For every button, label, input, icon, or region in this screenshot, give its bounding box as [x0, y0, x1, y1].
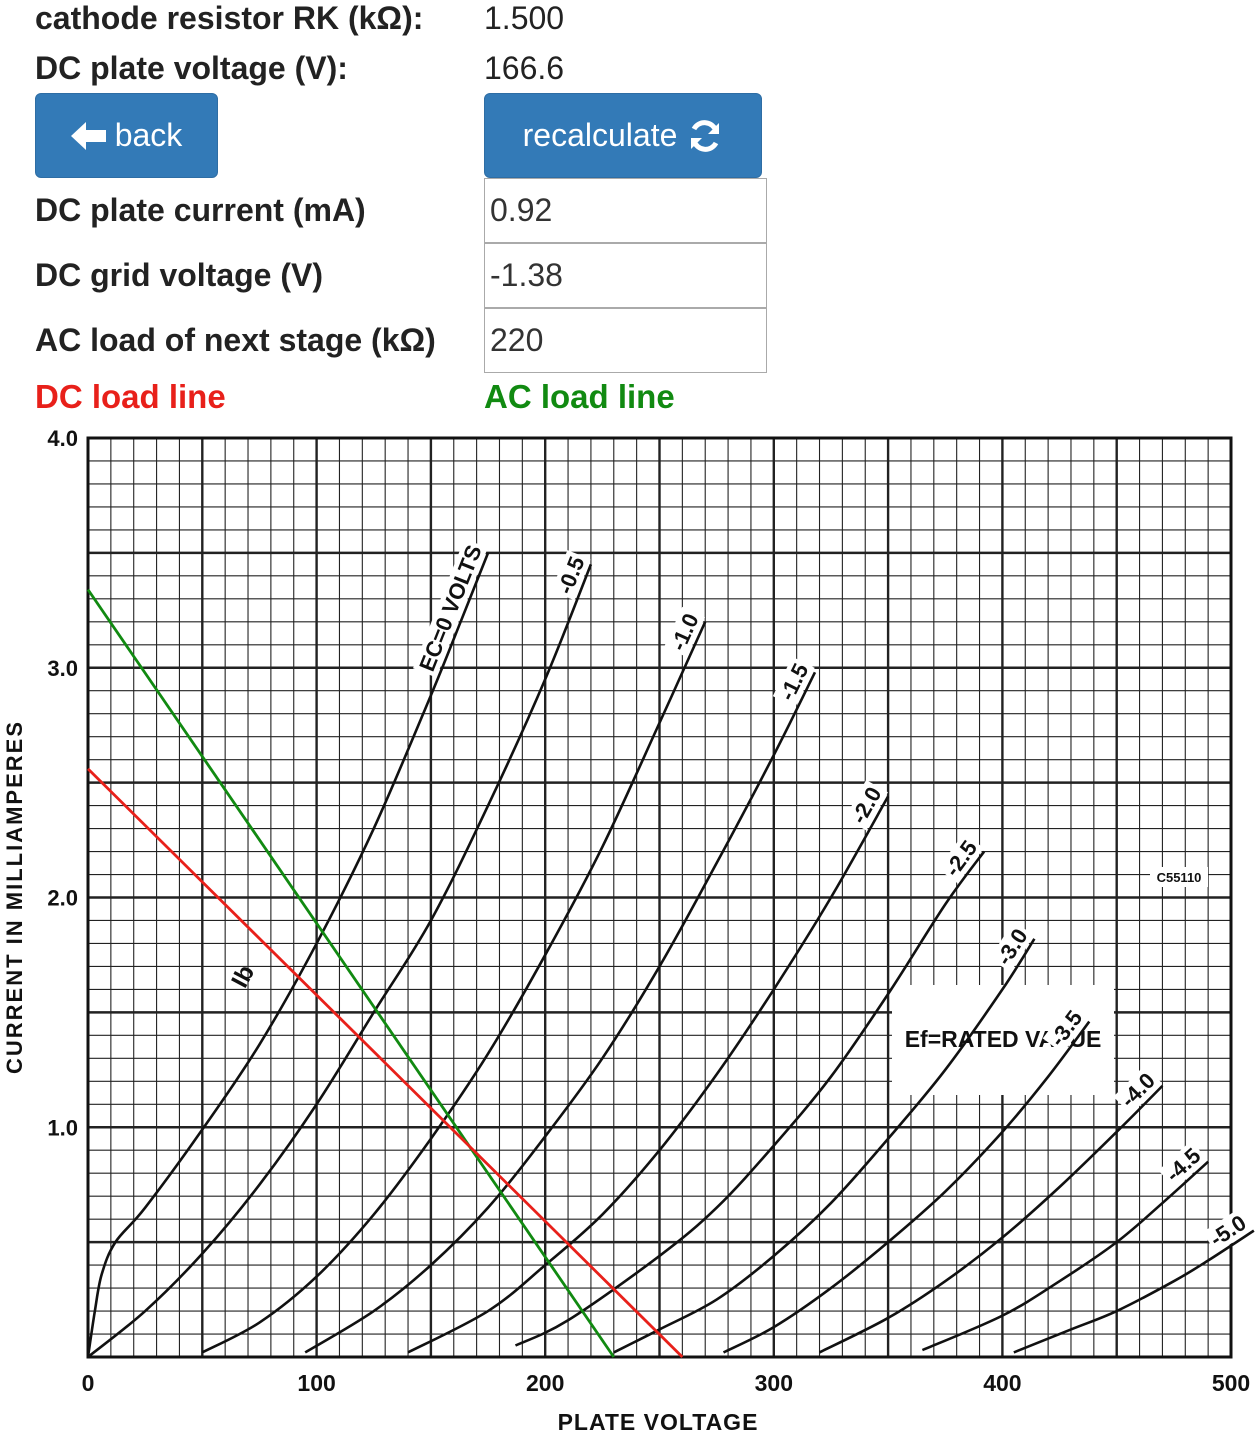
ac-load-line-legend: AC load line	[484, 378, 675, 415]
cathode-resistor-label: cathode resistor RK (kΩ):	[35, 0, 424, 36]
curve-label-bg	[772, 656, 815, 708]
dc-plate-voltage-value: 166.6	[484, 50, 565, 86]
curve-ec-3	[304, 671, 817, 1354]
curve-label-bg	[1158, 1140, 1208, 1189]
curve-label-bg	[551, 550, 591, 601]
x-tick-label: 500	[1212, 1370, 1250, 1396]
curve-label-bg	[413, 538, 488, 678]
curve-label-bg	[664, 606, 706, 658]
dc-plate-current-label: DC plate current (mA)	[35, 192, 366, 228]
ac-load-label: AC load of next stage (kΩ)	[35, 322, 436, 358]
curve-label-bg	[989, 921, 1035, 973]
curve-ec-9	[921, 1160, 1210, 1352]
tick-labels: 0 100 200 300 400 500 1.0 2.0 3.0 4.0	[47, 426, 1250, 1396]
back-button[interactable]: back	[35, 93, 218, 178]
ac-load-input[interactable]: 220	[484, 308, 767, 373]
y-tick-label: 3.0	[47, 656, 78, 681]
x-tick-label: 0	[82, 1370, 95, 1396]
plot-frame	[86, 436, 1233, 1359]
ef-annotation: Ef=RATED VALUE	[892, 985, 1114, 1095]
arrow-left-icon	[70, 121, 106, 150]
curve-labels: EC=0 VOLTS -0.5-1.0-1.5-2.0-2.5-3.0-3.5-4…	[413, 538, 1254, 1254]
curve-ec-1	[87, 563, 593, 1359]
curve-label-bg	[1202, 1208, 1254, 1254]
grid-major	[86, 436, 1233, 1359]
code-annotation: C55110	[1150, 867, 1208, 887]
recalculate-button[interactable]: recalculate	[484, 93, 762, 178]
curve-ec-7	[722, 1020, 1091, 1354]
tube-curves	[86, 552, 1255, 1359]
load-lines	[86, 588, 684, 1358]
dc-grid-voltage-label: DC grid voltage (V)	[35, 257, 324, 293]
x-tick-label: 200	[526, 1370, 564, 1396]
x-tick-label: 400	[983, 1370, 1021, 1396]
curve-ec-8	[818, 1084, 1164, 1354]
dc-load-line-legend: DC load line	[35, 378, 226, 415]
back-button-label: back	[114, 117, 183, 153]
curve-label-bg	[937, 833, 984, 884]
y-axis-label: CURRENT IN MILLIAMPERES	[2, 720, 27, 1074]
x-tick-label: 300	[755, 1370, 793, 1396]
y-tick-label: 1.0	[47, 1115, 78, 1140]
cathode-resistor-value: 1.500	[484, 0, 565, 36]
x-axis-label: PLATE VOLTAGE	[558, 1409, 759, 1435]
code-annotation-text: C55110	[1157, 870, 1202, 885]
curve-label-bg	[1113, 1065, 1163, 1115]
plate-characteristics-chart: Ef=RATED VALUE C55110 EC=0 VOLTS -0.5-1.0…	[0, 425, 1260, 1435]
curve-ec-4	[407, 795, 890, 1354]
curve-ec-6	[613, 938, 1036, 1354]
curve-ec-5	[514, 850, 986, 1347]
ac-load-line	[86, 588, 615, 1358]
curve-ec-2	[201, 621, 707, 1354]
dc-grid-voltage-input[interactable]: -1.38	[484, 243, 767, 308]
y-tick-label: 4.0	[47, 426, 78, 451]
x-tick-label: 100	[297, 1370, 335, 1396]
recalculate-button-label: recalculate	[522, 117, 678, 153]
dc-load-line	[87, 767, 684, 1358]
curve-label-bg	[1042, 1003, 1090, 1054]
dc-plate-voltage-label: DC plate voltage (V):	[35, 50, 348, 86]
dc-plate-current-input[interactable]: 0.92	[484, 178, 767, 243]
curve-ec-0	[86, 552, 490, 1358]
y-tick-label: 2.0	[47, 886, 78, 911]
curve-label-bg	[844, 779, 888, 831]
refresh-icon	[691, 119, 720, 152]
curve-ec-10	[1013, 1229, 1255, 1354]
